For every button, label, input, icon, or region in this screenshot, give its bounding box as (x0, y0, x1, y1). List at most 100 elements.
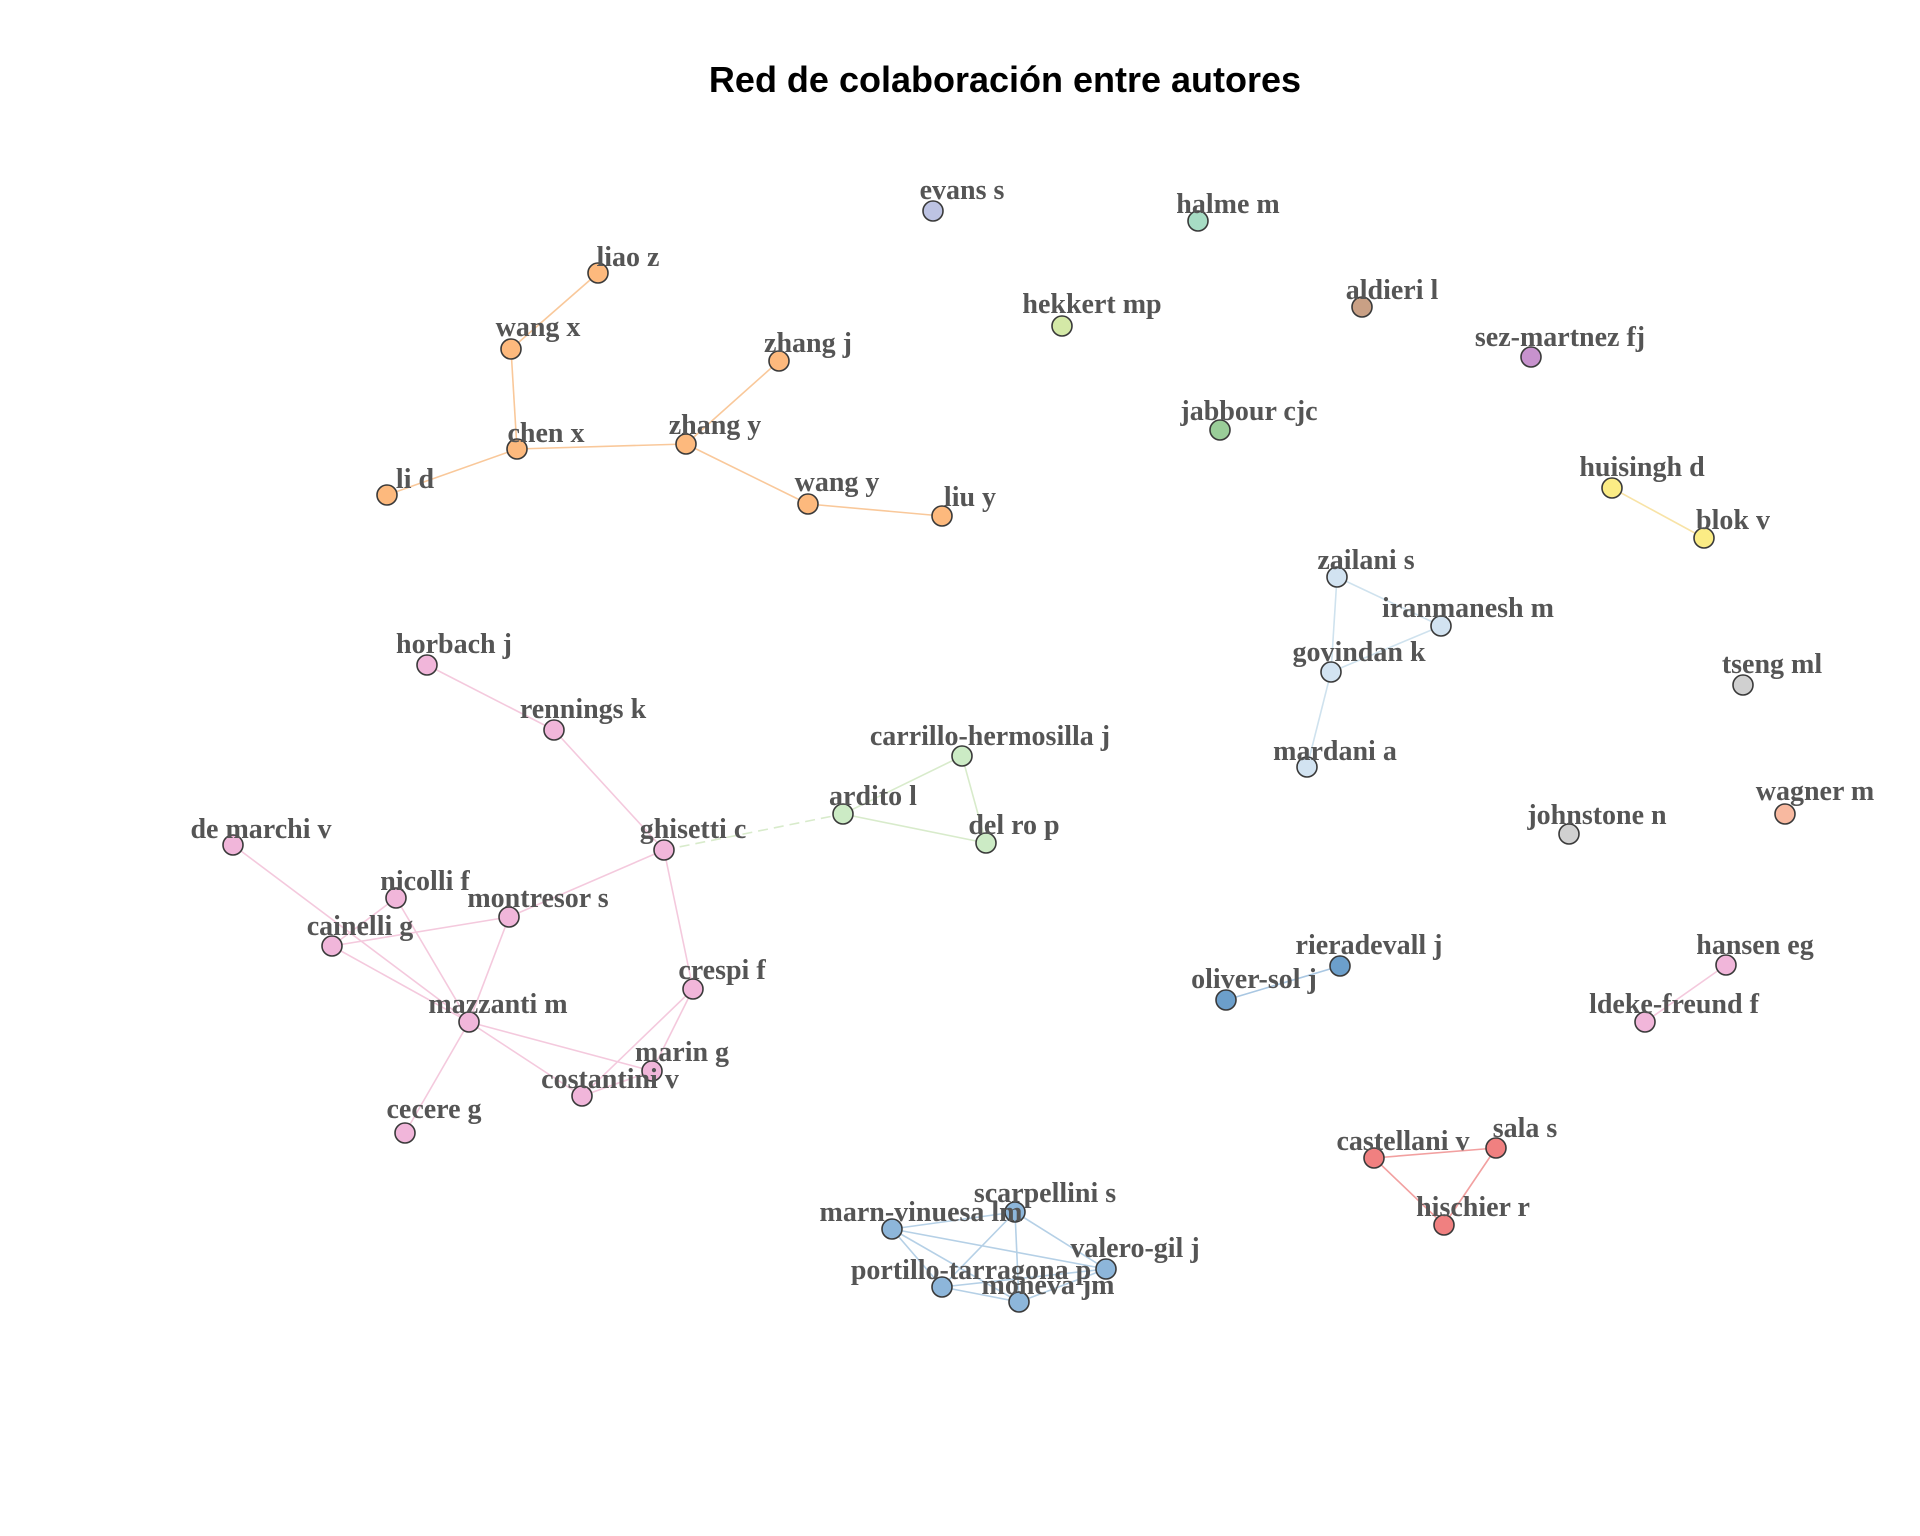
edge-iranmanesh_m-govindan_k (1330, 625, 1442, 673)
edge-rennings_k-ghisetti_c (553, 729, 665, 851)
node-label-del_ro_p: del ro p (968, 810, 1059, 841)
edge-valero_gil_j-moneva_jm (1018, 1268, 1107, 1303)
edge-scarpellini_s-marn_vinuesa_lm (891, 1211, 1016, 1230)
node-horbach_j[interactable] (416, 654, 438, 676)
node-carrillo_hermosilla_j[interactable] (951, 745, 973, 767)
node-ghisetti_c[interactable] (653, 839, 675, 861)
node-label-ldeke_freund_f: ldeke-freund f (1589, 989, 1759, 1020)
edge-horbach_j-rennings_k (426, 664, 555, 731)
edge-mazzanti_m-costantini_v (468, 1021, 583, 1097)
edge-scarpellini_s-valero_gil_j (1014, 1211, 1107, 1270)
node-marn_vinuesa_lm[interactable] (881, 1218, 903, 1240)
node-label-halme_m: halme m (1176, 189, 1279, 220)
node-liu_y[interactable] (931, 505, 953, 527)
node-cecere_g[interactable] (394, 1122, 416, 1144)
node-label-zailani_s: zailani s (1317, 545, 1414, 576)
node-moneva_jm[interactable] (1008, 1291, 1030, 1313)
node-label-evans_s: evans s (920, 175, 1005, 206)
node-valero_gil_j[interactable] (1095, 1258, 1117, 1280)
node-rieradevall_j[interactable] (1329, 955, 1351, 977)
node-costantini_v[interactable] (571, 1085, 593, 1107)
node-scarpellini_s[interactable] (1004, 1201, 1026, 1223)
edge-castellani_v-sala_s (1373, 1147, 1497, 1159)
node-nicolli_f[interactable] (385, 887, 407, 909)
node-label-chen_x: chen x (508, 418, 585, 449)
node-blok_v[interactable] (1693, 527, 1715, 549)
node-sez_martnez_fj[interactable] (1520, 346, 1542, 368)
node-zailani_s[interactable] (1326, 566, 1348, 588)
node-tseng_ml[interactable] (1732, 674, 1754, 696)
edge-sala_s-hischier_r (1443, 1147, 1497, 1226)
node-label-crespi_f: crespi f (678, 955, 766, 986)
node-hansen_eg[interactable] (1715, 954, 1737, 976)
node-wagner_m[interactable] (1774, 803, 1796, 825)
node-label-oliver_sol_j: oliver-sol j (1191, 964, 1317, 995)
node-ldeke_freund_f[interactable] (1634, 1011, 1656, 1033)
node-johnstone_n[interactable] (1558, 823, 1580, 845)
node-zhang_j[interactable] (768, 350, 790, 372)
chart-title: Red de colaboración entre autores (709, 59, 1301, 100)
node-label-costantini_v: costantini v (541, 1064, 679, 1095)
node-label-horbach_j: horbach j (396, 629, 512, 660)
edge-scarpellini_s-moneva_jm (1014, 1211, 1020, 1303)
edge-portillo_tarragona_p-moneva_jm (941, 1286, 1020, 1303)
node-huisingh_d[interactable] (1601, 477, 1623, 499)
node-label-aldieri_l: aldieri l (1346, 275, 1439, 306)
node-oliver_sol_j[interactable] (1215, 989, 1237, 1011)
node-evans_s[interactable] (922, 200, 944, 222)
node-marin_g[interactable] (641, 1060, 663, 1082)
node-label-hekkert_mp: hekkert mp (1022, 289, 1161, 320)
node-label-marn_vinuesa_lm: marn-vinuesa lm (820, 1197, 1023, 1228)
node-label-nicolli_f: nicolli f (380, 866, 470, 897)
node-montresor_s[interactable] (498, 906, 520, 928)
node-govindan_k[interactable] (1320, 661, 1342, 683)
node-del_ro_p[interactable] (975, 832, 997, 854)
node-wang_y[interactable] (797, 493, 819, 515)
edge-rieradevall_j-oliver_sol_j (1225, 965, 1341, 1001)
node-halme_m[interactable] (1187, 210, 1209, 232)
node-mazzanti_m[interactable] (458, 1011, 480, 1033)
node-zhang_y[interactable] (675, 433, 697, 455)
edge-carrillo_hermosilla_j-ardito_l (842, 755, 963, 815)
node-de_marchi_v[interactable] (222, 834, 244, 856)
node-label-tseng_ml: tseng ml (1722, 649, 1823, 680)
edge-huisingh_d-blok_v (1611, 487, 1705, 539)
edge-marn_vinuesa_lm-valero_gil_j (891, 1228, 1107, 1270)
node-label-portillo_tarragona_p: portillo-tarragona p (851, 1255, 1091, 1286)
edge-crespi_f-costantini_v (581, 988, 694, 1097)
node-label-jabbour_cjc: jabbour cjc (1179, 396, 1317, 427)
node-mardani_a[interactable] (1296, 756, 1318, 778)
node-hischier_r[interactable] (1433, 1214, 1455, 1236)
edges-layer (232, 272, 1727, 1303)
node-label-cecere_g: cecere g (386, 1094, 481, 1125)
edge-marn_vinuesa_lm-moneva_jm (891, 1228, 1020, 1303)
node-hekkert_mp[interactable] (1051, 315, 1073, 337)
node-chen_x[interactable] (506, 438, 528, 460)
node-portillo_tarragona_p[interactable] (931, 1276, 953, 1298)
node-liao_z[interactable] (587, 262, 609, 284)
node-ardito_l[interactable] (832, 803, 854, 825)
node-rennings_k[interactable] (543, 719, 565, 741)
edge-zailani_s-govindan_k (1330, 576, 1338, 673)
edge-de_marchi_v-mazzanti_m (232, 844, 470, 1023)
node-label-zhang_j: zhang j (764, 328, 852, 359)
edge-portillo_tarragona_p-valero_gil_j (941, 1268, 1107, 1288)
node-label-wang_y: wang y (795, 467, 880, 498)
edge-wang_x-chen_x (510, 348, 518, 450)
edge-carrillo_hermosilla_j-del_ro_p (961, 755, 987, 844)
node-iranmanesh_m[interactable] (1430, 615, 1452, 637)
node-cainelli_g[interactable] (321, 935, 343, 957)
node-label-cainelli_g: cainelli g (307, 911, 414, 942)
node-label-iranmanesh_m: iranmanesh m (1382, 593, 1554, 624)
node-wang_x[interactable] (500, 338, 522, 360)
node-sala_s[interactable] (1485, 1137, 1507, 1159)
node-crespi_f[interactable] (682, 978, 704, 1000)
node-jabbour_cjc[interactable] (1209, 419, 1231, 441)
node-aldieri_l[interactable] (1351, 296, 1373, 318)
edge-govindan_k-mardani_a (1306, 671, 1332, 768)
node-castellani_v[interactable] (1363, 1147, 1385, 1169)
edge-montresor_s-mazzanti_m (468, 916, 510, 1023)
node-label-li_d: li d (396, 464, 435, 495)
node-li_d[interactable] (376, 484, 398, 506)
